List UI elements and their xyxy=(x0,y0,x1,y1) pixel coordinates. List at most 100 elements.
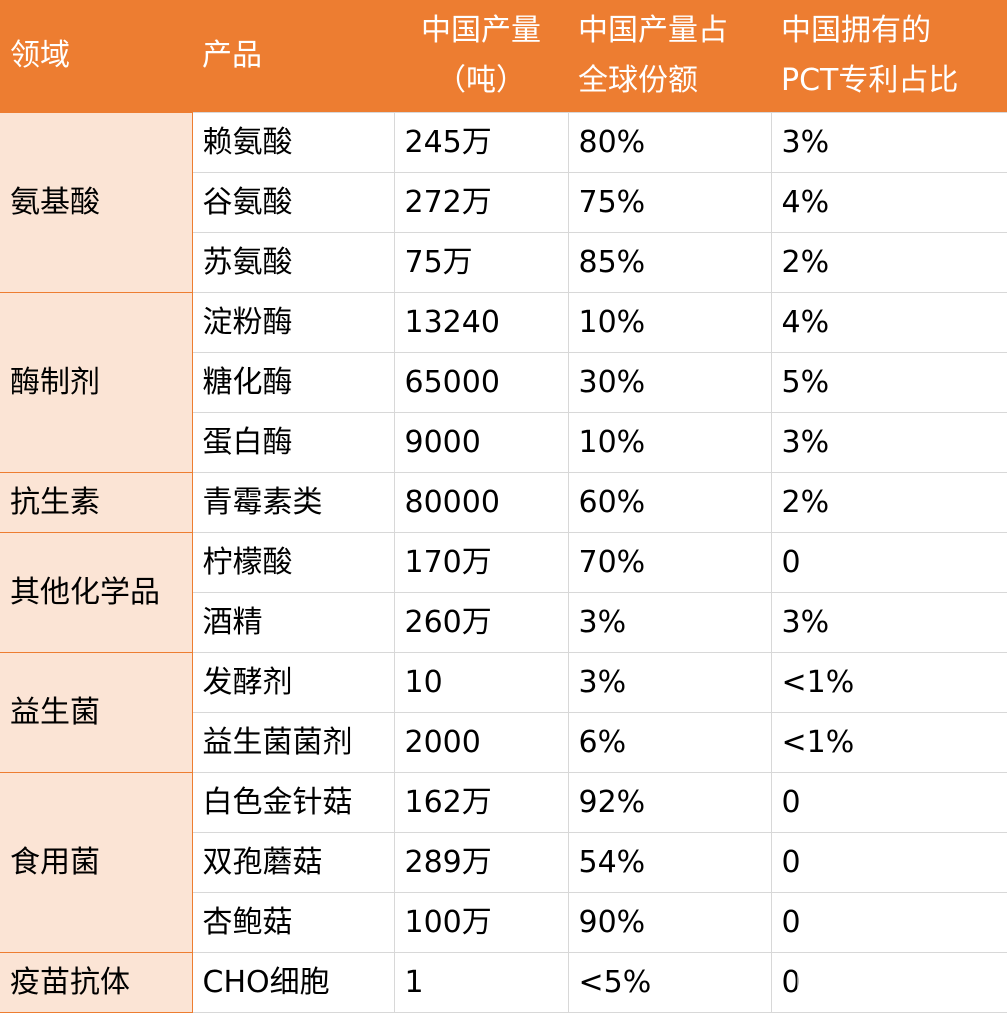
product-cell: 杏鲍菇 xyxy=(192,892,395,953)
product-cell: 苏氨酸 xyxy=(192,232,395,293)
output-cell: 245万 xyxy=(393,112,569,173)
table-row: 疫苗抗体 CHO细胞 1 <5% 0 xyxy=(0,952,1007,1013)
table-row: 双孢蘑菇 289万 54% 0 xyxy=(0,832,1007,893)
table-row: 益生菌菌剂 2000 6% <1% xyxy=(0,712,1007,773)
table-row: 酒精 260万 3% 3% xyxy=(0,592,1007,653)
domain-cell: 酶制剂 xyxy=(0,292,193,473)
output-cell: 170万 xyxy=(393,532,569,593)
pct-cell: 0 xyxy=(770,772,1007,833)
pct-cell: 0 xyxy=(770,892,1007,953)
domain-cell: 疫苗抗体 xyxy=(0,952,193,1013)
pct-cell: 3% xyxy=(770,112,1007,173)
watermark-logo-icon: VB xyxy=(797,953,843,999)
output-cell: 13240 xyxy=(393,292,569,353)
header-pct-line2: PCT专利占比 xyxy=(781,63,959,98)
domain-cell: 其他化学品 xyxy=(0,532,193,653)
output-cell: 100万 xyxy=(393,892,569,953)
pct-cell: 3% xyxy=(770,592,1007,653)
product-cell: 酒精 xyxy=(192,592,395,653)
output-cell: 9000 xyxy=(393,412,569,473)
header-share: 中国产量占 全球份额 xyxy=(568,0,771,113)
table-row: 杏鲍菇 100万 90% 0 xyxy=(0,892,1007,953)
output-cell: 80000 xyxy=(393,472,569,533)
product-cell: 蛋白酶 xyxy=(192,412,395,473)
header-output-line2: （吨） xyxy=(436,63,526,98)
share-cell: 3% xyxy=(567,592,772,653)
share-cell: 3% xyxy=(567,652,772,713)
pct-cell: <1% xyxy=(770,652,1007,713)
header-pct: 中国拥有的 PCT专利占比 xyxy=(771,0,1007,113)
header-share-line2: 全球份额 xyxy=(578,63,698,98)
product-cell: 谷氨酸 xyxy=(192,172,395,233)
product-cell: 白色金针菇 xyxy=(191,772,395,833)
product-cell: 发酵剂 xyxy=(191,652,395,713)
share-cell: 10% xyxy=(567,412,772,473)
domain-cell: 氨基酸 xyxy=(0,112,193,293)
watermark-logo-text: VB xyxy=(806,962,840,987)
table-row: 氨基酸 赖氨酸 245万 80% 3% xyxy=(0,112,1007,293)
table-row: 抗生素 青霉素类 80000 60% 2% xyxy=(0,472,1007,533)
share-cell: <5% xyxy=(567,952,772,1013)
watermark-name-cn: 动脉网 xyxy=(853,956,968,997)
share-cell: 90% xyxy=(567,892,772,953)
pct-cell: 2% xyxy=(770,472,1007,533)
product-cell: 淀粉酶 xyxy=(191,292,395,353)
output-cell: 272万 xyxy=(393,172,569,233)
table-row: 糖化酶 65000 30% 5% xyxy=(0,352,1007,413)
output-cell: 1 xyxy=(393,952,569,1013)
share-cell: 54% xyxy=(567,832,772,893)
pct-cell: 4% xyxy=(770,292,1007,353)
product-cell: CHO细胞 xyxy=(191,952,395,1013)
header-row: 领域 产品 中国产量 （吨） 中国产量占 全球份额 中国拥有的 PCT专利占比 xyxy=(0,0,1007,113)
domain-cell: 食用菌 xyxy=(0,772,193,953)
domain-cell: 益生菌 xyxy=(0,652,193,773)
output-cell: 10 xyxy=(393,652,569,713)
share-cell: 80% xyxy=(567,112,772,173)
watermark: VB 动脉网 VBDATA.CN xyxy=(797,947,997,1007)
pct-cell: <1% xyxy=(770,712,1007,773)
header-output: 中国产量 （吨） xyxy=(394,0,568,113)
product-cell: 柠檬酸 xyxy=(191,532,395,593)
share-cell: 70% xyxy=(567,532,772,593)
share-cell: 85% xyxy=(567,232,772,293)
table-body: 氨基酸 赖氨酸 245万 80% 3% 谷氨酸 272万 75% 4% 苏氨酸 75万 85% 2% 酶制… xyxy=(0,112,1007,1013)
pct-cell: 4% xyxy=(770,172,1007,233)
share-cell: 30% xyxy=(567,352,772,413)
product-cell: 青霉素类 xyxy=(191,472,395,533)
watermark-name-en: VBDATA.CN xyxy=(855,987,953,1003)
share-cell: 60% xyxy=(567,472,772,533)
header-output-line1: 中国产量 xyxy=(421,13,541,48)
product-cell: 糖化酶 xyxy=(192,352,395,413)
table-row: 酶制剂 淀粉酶 13240 10% 4% xyxy=(0,292,1007,473)
output-cell: 65000 xyxy=(393,352,569,413)
header-domain: 领域 xyxy=(0,0,192,113)
pct-cell: 0 xyxy=(770,532,1007,593)
pct-cell: 3% xyxy=(770,412,1007,473)
domain-cell: 抗生素 xyxy=(0,472,193,533)
product-cell: 益生菌菌剂 xyxy=(192,712,395,773)
product-cell: 赖氨酸 xyxy=(191,112,395,173)
output-cell: 162万 xyxy=(393,772,569,833)
output-cell: 289万 xyxy=(393,832,569,893)
share-cell: 75% xyxy=(567,172,772,233)
table-row: 益生菌 发酵剂 10 3% <1% xyxy=(0,652,1007,773)
output-cell: 2000 xyxy=(393,712,569,773)
output-cell: 75万 xyxy=(393,232,569,293)
pct-cell: 0 xyxy=(770,952,1007,1013)
share-cell: 10% xyxy=(567,292,772,353)
table-row: 其他化学品 柠檬酸 170万 70% 0 xyxy=(0,532,1007,653)
table-row: 食用菌 白色金针菇 162万 92% 0 xyxy=(0,772,1007,953)
pct-cell: 5% xyxy=(770,352,1007,413)
product-cell: 双孢蘑菇 xyxy=(192,832,395,893)
header-share-line1: 中国产量占 xyxy=(578,13,728,48)
header-pct-line1: 中国拥有的 xyxy=(781,13,931,48)
table-row: 苏氨酸 75万 85% 2% xyxy=(0,232,1007,293)
share-cell: 6% xyxy=(567,712,772,773)
pct-cell: 0 xyxy=(770,832,1007,893)
table-row: 谷氨酸 272万 75% 4% xyxy=(0,172,1007,233)
output-cell: 260万 xyxy=(393,592,569,653)
share-cell: 92% xyxy=(567,772,772,833)
table-row: 蛋白酶 9000 10% 3% xyxy=(0,412,1007,473)
pct-cell: 2% xyxy=(770,232,1007,293)
